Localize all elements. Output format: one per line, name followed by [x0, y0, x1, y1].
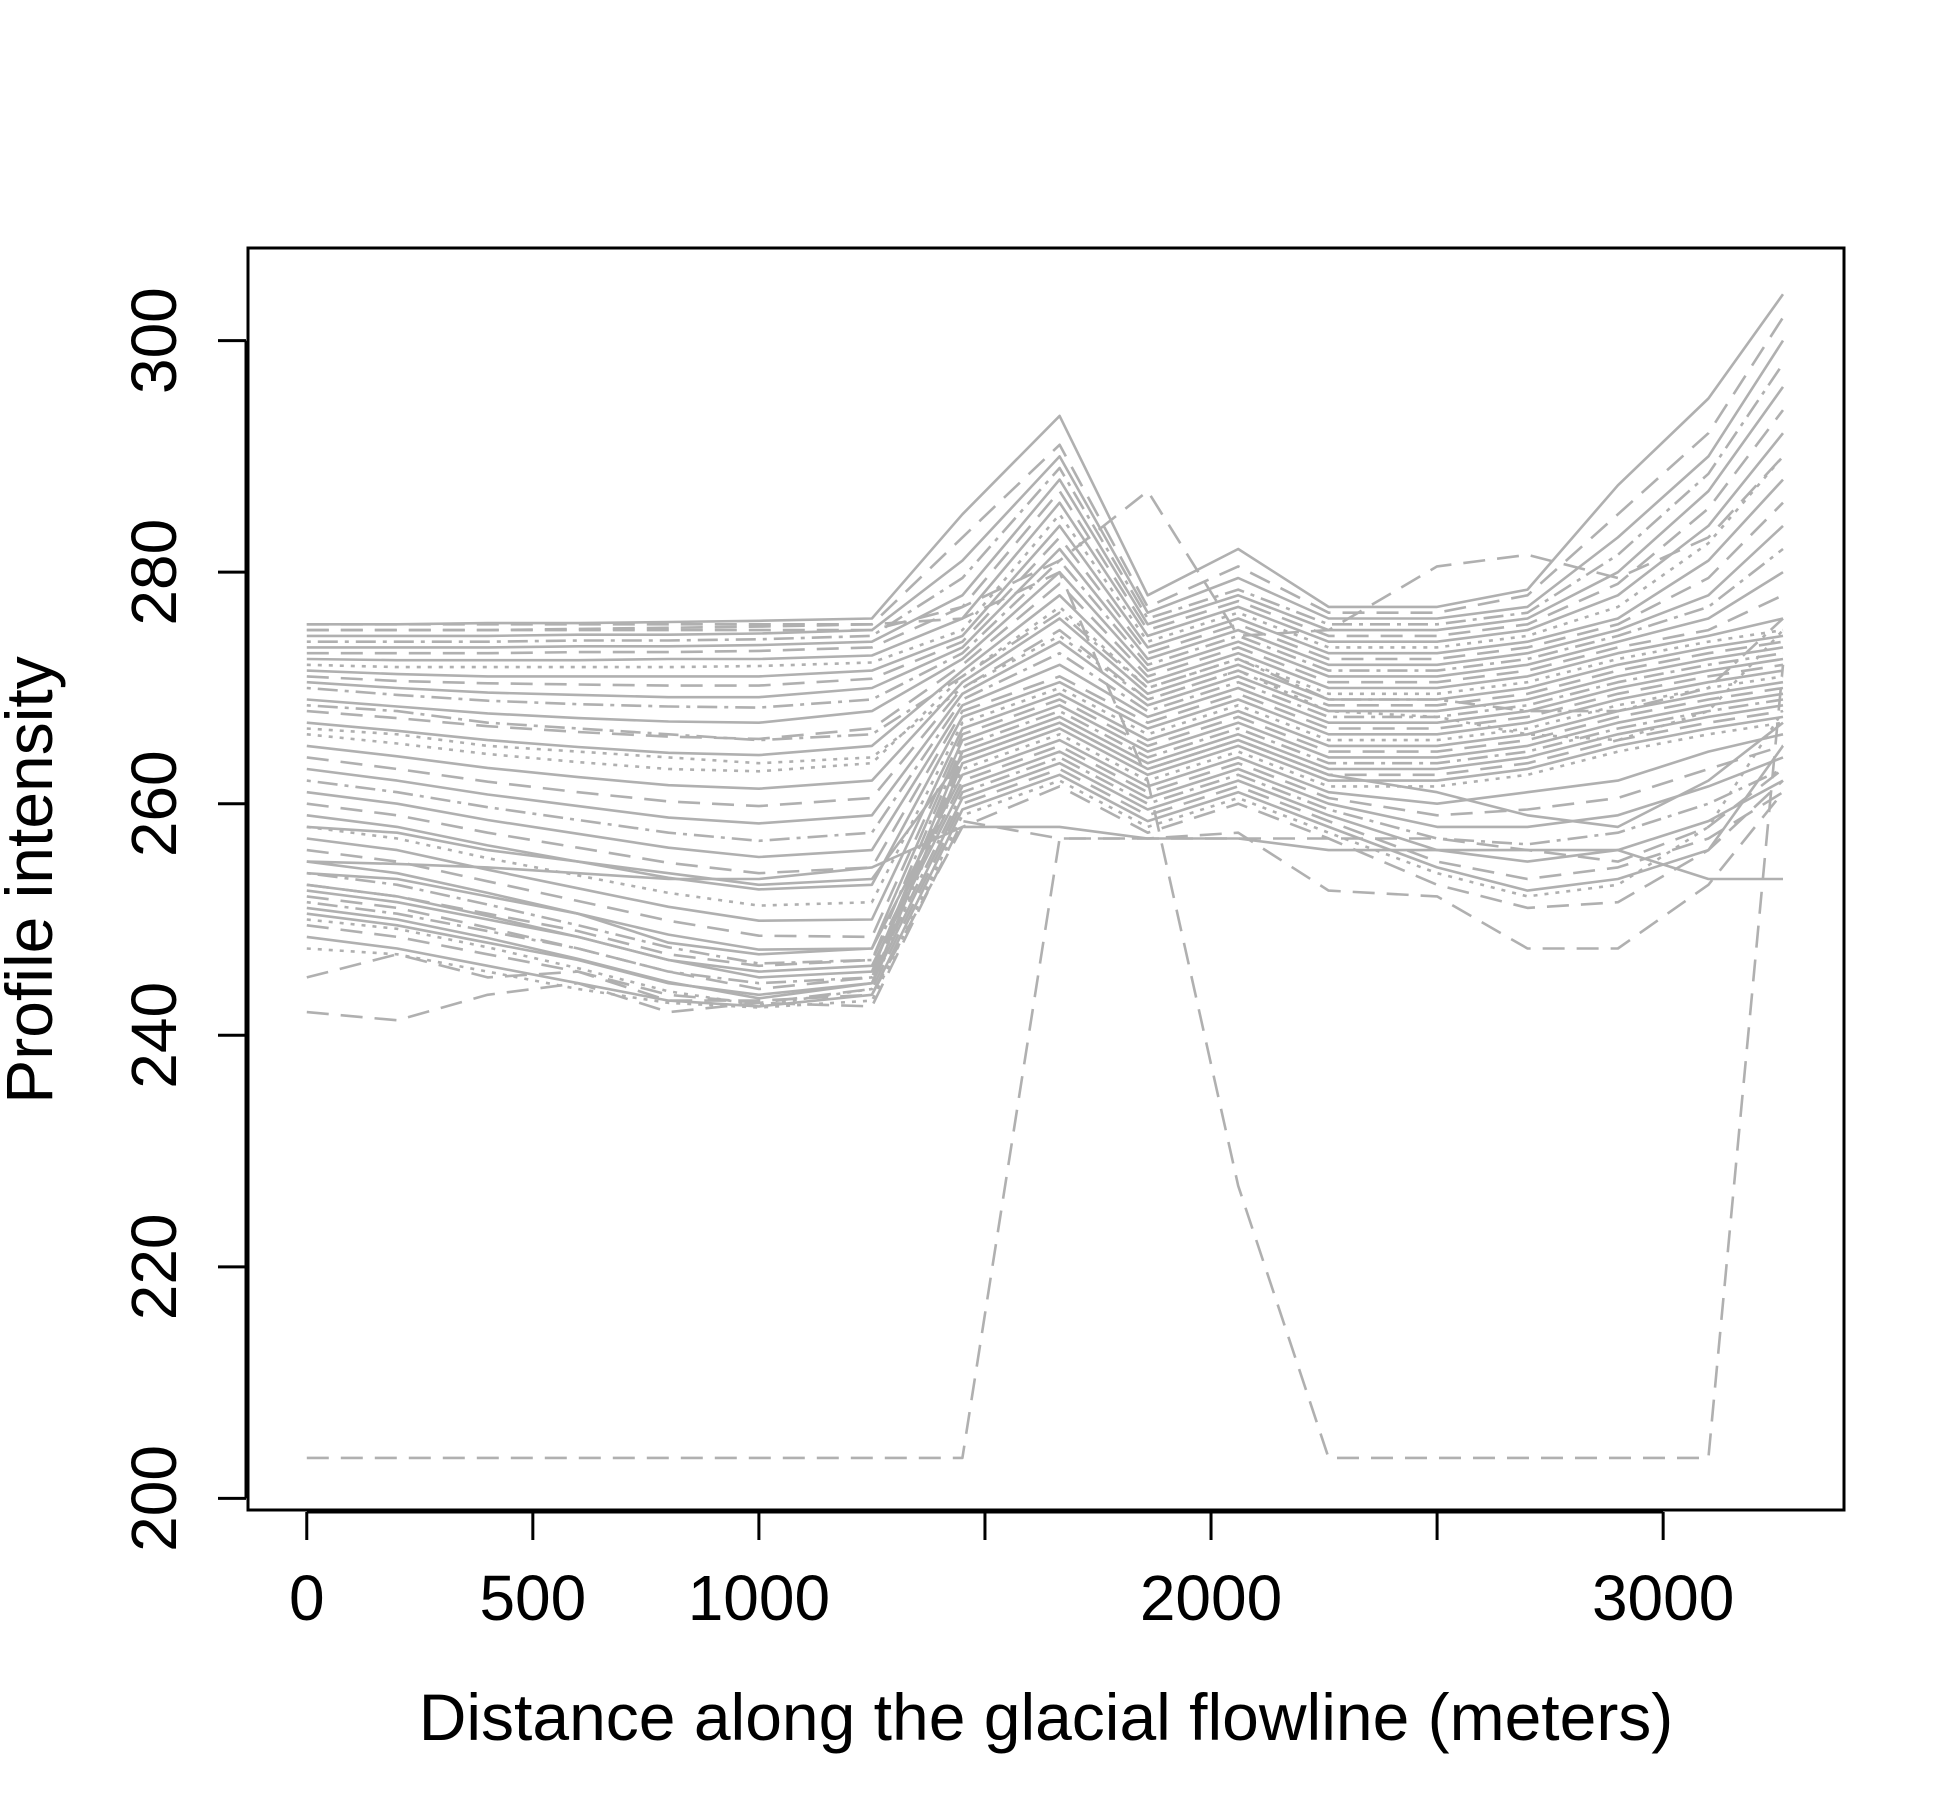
series-line-38 — [306, 767, 1784, 1005]
series-line-15 — [306, 593, 1784, 757]
series-line-5 — [306, 386, 1785, 649]
x-tick-label-1000: 1000 — [688, 1562, 830, 1634]
plot-frame — [246, 246, 1846, 1512]
series-line-25 — [306, 680, 1784, 923]
series-line-28 — [306, 698, 1784, 965]
series-line-39 — [306, 745, 1785, 1008]
y-axis: 200 220 240 260 280 300 — [118, 287, 248, 1552]
x-tick-label-500: 500 — [479, 1562, 586, 1634]
series-line-40 — [306, 710, 1785, 1009]
series-line-32 — [306, 721, 1784, 1007]
y-tick-label-300: 300 — [118, 287, 190, 394]
series-line-11 — [306, 524, 1784, 699]
x-tick-label-0: 0 — [289, 1562, 325, 1634]
y-tick-label-200: 200 — [118, 1445, 190, 1552]
x-axis: 0 500 1000 2000 3000 — [289, 1510, 1734, 1634]
series-line-14 — [306, 582, 1784, 741]
series-line-43 — [306, 791, 1785, 1022]
series-line-36 — [306, 756, 1784, 985]
series-line-44 — [306, 721, 1784, 887]
series-line-21 — [306, 657, 1784, 859]
y-tick-label-240: 240 — [118, 982, 190, 1089]
x-tick-label-3000: 3000 — [1592, 1562, 1734, 1634]
series-line-34 — [306, 744, 1784, 968]
series-line-9 — [306, 478, 1784, 678]
series-line-49 — [306, 767, 1784, 1460]
series-line-17 — [306, 617, 1784, 791]
y-axis-title: Profile intensity — [0, 656, 66, 1104]
series-line-46 — [306, 629, 1784, 765]
series-line-41 — [306, 825, 1783, 881]
series-layer — [306, 293, 1785, 1460]
series-line-48 — [306, 570, 1785, 1460]
series-line-6 — [306, 409, 1785, 655]
series-line-18 — [306, 628, 1784, 808]
series-line-3 — [306, 339, 1785, 638]
y-tick-label-260: 260 — [118, 750, 190, 857]
series-line-33 — [306, 733, 1784, 956]
series-line-4 — [306, 363, 1785, 644]
series-line-37 — [306, 761, 1784, 997]
series-line-47 — [306, 455, 1784, 638]
x-axis-title: Distance along the glacial flowline (met… — [419, 1680, 1674, 1754]
series-line-22 — [306, 663, 1784, 875]
series-line-20 — [306, 651, 1784, 843]
series-line-7 — [306, 432, 1785, 662]
series-line-16 — [306, 605, 1784, 773]
series-line-24 — [306, 675, 1784, 907]
series-line-31 — [306, 715, 1784, 1000]
y-tick-label-280: 280 — [118, 519, 190, 626]
series-line-35 — [306, 750, 1784, 973]
series-line-10 — [306, 501, 1784, 687]
series-line-23 — [306, 669, 1784, 891]
series-line-45 — [306, 611, 1784, 742]
series-line-19 — [306, 640, 1784, 825]
x-tick-label-2000: 2000 — [1140, 1562, 1282, 1634]
series-line-26 — [306, 686, 1784, 939]
y-tick-label-220: 220 — [118, 1213, 190, 1320]
series-line-42 — [306, 779, 1784, 1002]
